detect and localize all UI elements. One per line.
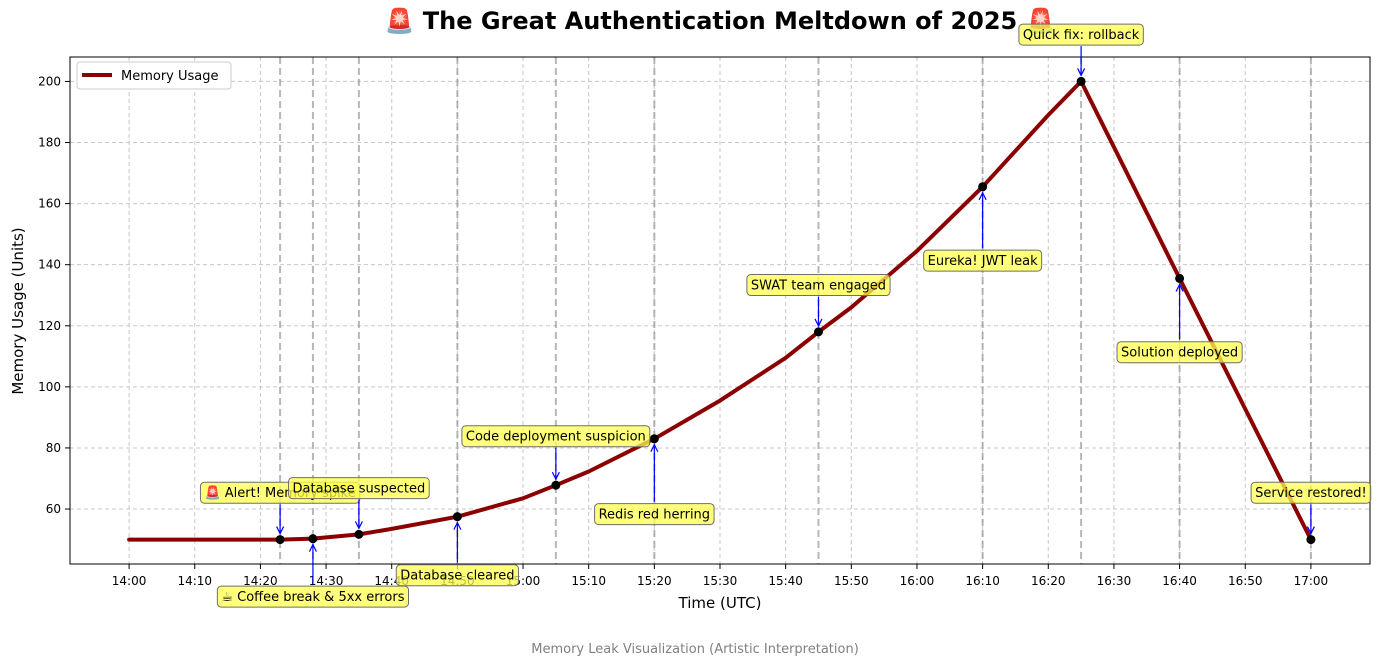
x-tick-label-15-10: 15:10 [571, 574, 606, 588]
annotation-text-1: ☕ Coffee break & 5xx errors [221, 590, 404, 605]
annotations: 🚨 Alert! Memory spike☕ Coffee break & 5x… [199, 23, 1372, 608]
data-point-14-28 [308, 534, 318, 544]
annotation-text-10: Service restored! [1255, 486, 1367, 501]
annotation-arrowhead-3 [453, 521, 462, 530]
data-point-16-25 [1076, 76, 1086, 86]
annotation-arrowhead-5 [650, 443, 659, 453]
x-tick-label-15-30: 15:30 [703, 574, 738, 588]
data-point-15-20 [649, 434, 659, 444]
markers [275, 76, 1316, 545]
annotation-box-9 [1116, 341, 1243, 364]
x-axis: 14:0014:1014:2014:3014:4014:5015:0015:10… [112, 564, 1328, 588]
annotation-box-4 [461, 425, 651, 448]
annotation-coffee-break-5xx-errors: ☕ Coffee break & 5xx errors [216, 543, 410, 608]
annotation-box-3 [395, 564, 519, 587]
annotation-box-7 [923, 249, 1043, 272]
y-axis: 60 80 100 120 140 160 180 200 [38, 74, 70, 516]
x-tick-label-16-50: 16:50 [1228, 574, 1263, 588]
legend-entry-memory-usage: Memory Usage [121, 69, 219, 84]
data-point-16-40 [1175, 273, 1185, 283]
x-tick-label-16-40: 16:40 [1162, 574, 1197, 588]
y-axis-label: Memory Usage (Units) [9, 227, 27, 394]
x-tick-label-14-10: 14:10 [177, 574, 212, 588]
y-tick-label-120: 120 [38, 319, 61, 333]
annotation-box-6 [746, 274, 891, 297]
annotation-database-suspected: Database suspected [288, 477, 430, 530]
y-tick-label-180: 180 [38, 136, 61, 150]
chart-caption: Memory Leak Visualization (Artistic Inte… [531, 642, 859, 657]
annotation-text-4: Code deployment suspicion [466, 430, 646, 445]
x-tick-label-16-30: 16:30 [1097, 574, 1132, 588]
data-point-14-35 [354, 529, 364, 539]
data-point-14-50 [452, 512, 462, 522]
legend-frame [76, 61, 232, 90]
annotation-code-deployment-suspicion: Code deployment suspicion [461, 425, 651, 481]
annotation-box-2 [288, 477, 430, 500]
annotation-database-cleared: Database cleared [395, 521, 519, 587]
y-tick-label-140: 140 [38, 258, 61, 272]
annotation-redis-red-herring: Redis red herring [594, 443, 715, 526]
annotation-arrowhead-1 [308, 543, 317, 552]
data-point-15-05 [551, 480, 561, 490]
series [127, 79, 1313, 542]
x-tick-label-14-00: 14:00 [112, 574, 147, 588]
annotation-text-5: Redis red herring [599, 508, 710, 523]
annotation-arrowhead-4 [551, 471, 560, 481]
data-point-16-10 [978, 182, 988, 192]
data-point-15-45 [813, 327, 823, 337]
x-tick-label-15-40: 15:40 [768, 574, 803, 588]
y-tick-label-200: 200 [38, 74, 61, 88]
annotation-solution-deployed: Solution deployed [1116, 283, 1243, 364]
annotation-swat-team-engaged: SWAT team engaged [746, 274, 891, 328]
chart-title: 🚨 The Great Authentication Meltdown of 2… [385, 7, 1056, 35]
annotation-text-9: Solution deployed [1121, 346, 1238, 361]
annotation-box-8 [1018, 23, 1144, 46]
annotation-arrowhead-0 [276, 526, 285, 535]
annotation-text-7: Eureka! JWT leak [928, 254, 1038, 269]
y-tick-label-160: 160 [38, 197, 61, 211]
x-tick-label-16-00: 16:00 [900, 574, 935, 588]
x-tick-label-14-30: 14:30 [309, 574, 344, 588]
annotation-arrowhead-7 [978, 191, 987, 201]
annotation-quick-fix-rollback: Quick fix: rollback [1018, 23, 1144, 77]
legend: Memory Usage [76, 61, 232, 90]
data-point-14-23 [275, 535, 285, 545]
x-tick-label-16-20: 16:20 [1031, 574, 1066, 588]
annotation-eureka-jwt-leak: Eureka! JWT leak [923, 191, 1043, 272]
y-tick-label-80: 80 [46, 441, 61, 455]
annotation-arrowhead-2 [354, 521, 363, 530]
y-tick-label-100: 100 [38, 380, 61, 394]
annotation-text-3: Database cleared [400, 569, 514, 584]
x-tick-label-15-50: 15:50 [834, 574, 869, 588]
annotation-arrowhead-10 [1306, 526, 1315, 535]
annotation-arrowhead-6 [814, 318, 823, 328]
annotation-box-5 [594, 503, 715, 526]
y-tick-label-60: 60 [46, 502, 61, 516]
annotation-text-2: Database suspected [293, 482, 426, 497]
event-lines [279, 57, 1312, 564]
annotation-box-10 [1250, 481, 1372, 504]
annotation-arrowhead-8 [1077, 68, 1086, 77]
x-tick-label-17-00: 17:00 [1294, 574, 1329, 588]
x-tick-label-15-20: 15:20 [637, 574, 672, 588]
series-line-memory-usage [127, 79, 1313, 542]
annotation-text-8: Quick fix: rollback [1023, 28, 1140, 43]
x-axis-label: Time (UTC) [678, 594, 762, 612]
annotation-arrowhead-9 [1175, 283, 1184, 292]
annotation-box-1 [216, 585, 410, 608]
x-tick-label-16-10: 16:10 [965, 574, 1000, 588]
annotation-text-6: SWAT team engaged [751, 279, 886, 294]
annotation-service-restored: Service restored! [1250, 481, 1372, 535]
data-point-17-00 [1306, 535, 1316, 545]
x-tick-label-14-20: 14:20 [243, 574, 278, 588]
